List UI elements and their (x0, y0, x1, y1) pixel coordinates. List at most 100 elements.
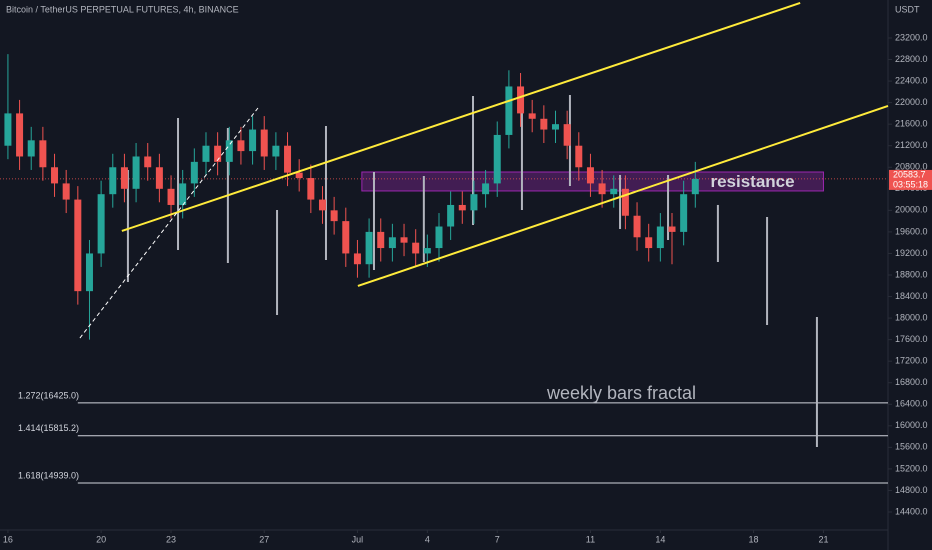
trendline (121, 2, 801, 232)
candle-body (74, 199, 82, 292)
candle-body (260, 129, 268, 157)
candle-body (249, 129, 257, 152)
candle-body (202, 145, 210, 162)
fib-label: 1.414(15815.2) (18, 423, 79, 433)
candle-body (342, 221, 350, 254)
candle-body (377, 231, 385, 249)
y-tick-label: 18400.0 (895, 291, 928, 301)
candle-body (330, 210, 338, 222)
x-tick-label: 21 (818, 534, 828, 544)
candle-body (528, 113, 536, 119)
y-unit: USDT (895, 4, 920, 14)
price-tag-value: 20583.7 (893, 169, 926, 179)
candle-body (62, 183, 70, 200)
x-tick-label: 14 (655, 534, 665, 544)
candle-body (610, 188, 618, 195)
x-tick-label: 27 (259, 534, 269, 544)
candle-body (237, 140, 245, 152)
candle-body (144, 156, 152, 168)
candle-body (27, 140, 35, 157)
fractal-label: weekly bars fractal (546, 383, 696, 403)
candle-body (295, 172, 303, 179)
y-tick-label: 19600.0 (895, 226, 928, 236)
candle-body (155, 167, 163, 189)
candle-body (225, 140, 233, 162)
candle-body (284, 145, 292, 173)
candle-body (586, 167, 594, 184)
candle-body (598, 183, 606, 195)
candle-body (109, 167, 117, 195)
candle-body (400, 237, 408, 243)
candle-body (551, 124, 559, 130)
candle-body (458, 204, 466, 211)
x-tick-label: 11 (586, 534, 595, 544)
candle-body (307, 178, 315, 200)
candle-body (365, 231, 373, 265)
candle-body (132, 156, 140, 189)
y-tick-label: 22000.0 (895, 97, 928, 107)
candle-body (272, 145, 280, 157)
y-tick-label: 15200.0 (895, 463, 928, 473)
fib-label: 1.618(14939.0) (18, 470, 79, 480)
y-tick-label: 17200.0 (895, 356, 928, 366)
y-tick-label: 14800.0 (895, 485, 928, 495)
candle-body (540, 118, 548, 130)
candle-body (691, 178, 699, 195)
x-tick-label: 4 (425, 534, 430, 544)
x-tick-label: 16 (3, 534, 13, 544)
candle-body (633, 215, 641, 238)
candle-body (120, 167, 128, 189)
candle-body (39, 140, 47, 168)
candle-body (517, 86, 525, 114)
trendline (357, 105, 889, 287)
y-tick-label: 17600.0 (895, 334, 928, 344)
chart-title: Bitcoin / TetherUS PERPETUAL FUTURES, 4h… (6, 4, 239, 14)
y-tick-label: 20000.0 (895, 205, 928, 215)
candle-body (353, 253, 361, 265)
x-tick-label: 20 (96, 534, 106, 544)
candle-body (621, 188, 629, 216)
y-tick-label: 18000.0 (895, 312, 928, 322)
fib-label: 1.272(16425.0) (18, 390, 79, 400)
y-tick-label: 22400.0 (895, 75, 928, 85)
candle-body (85, 253, 93, 292)
candle-body (97, 194, 105, 254)
candle-body (167, 188, 175, 205)
candle-body (435, 226, 443, 249)
y-tick-label: 16400.0 (895, 399, 928, 409)
candle-body (16, 113, 24, 157)
y-tick-label: 22800.0 (895, 54, 928, 64)
y-tick-label: 16800.0 (895, 377, 928, 387)
resistance-label: resistance (710, 172, 794, 191)
y-tick-label: 15600.0 (895, 442, 928, 452)
candle-body (645, 237, 653, 249)
y-tick-label: 21200.0 (895, 140, 928, 150)
candle-body (493, 134, 501, 184)
x-tick-label: 18 (749, 534, 759, 544)
candle-body (190, 161, 198, 184)
y-tick-label: 19200.0 (895, 248, 928, 258)
candle-body (668, 226, 676, 232)
candle-body (179, 183, 187, 205)
candle-body (51, 167, 59, 184)
candle-body (423, 248, 431, 254)
candle-body (388, 237, 396, 249)
y-tick-label: 23200.0 (895, 32, 928, 42)
x-tick-label: Jul (352, 534, 364, 544)
y-tick-label: 21600.0 (895, 119, 928, 129)
candle-body (563, 124, 571, 146)
x-tick-label: 7 (495, 534, 500, 544)
candle-body (470, 194, 478, 211)
y-tick-label: 14400.0 (895, 506, 928, 516)
candle-body (680, 194, 688, 232)
candle-body (214, 145, 222, 162)
x-tick-label: 23 (166, 534, 176, 544)
candle-body (656, 226, 664, 249)
candle-body (318, 199, 326, 211)
y-tick-label: 16000.0 (895, 420, 928, 430)
price-tag-countdown: 03:55:18 (893, 179, 928, 189)
candle-body (447, 204, 455, 227)
candle-body (575, 145, 583, 168)
